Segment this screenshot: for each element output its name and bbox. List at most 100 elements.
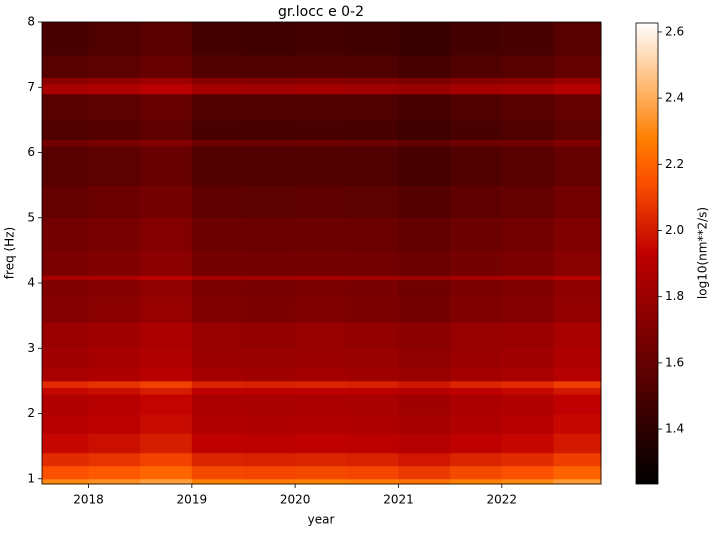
heatmap-cell [88,139,141,147]
heatmap-cell [88,465,141,480]
heatmap-cell [191,83,244,95]
heatmap-cell [553,367,602,382]
heatmap-cell [398,348,451,369]
heatmap-cell [243,296,296,323]
heatmap-cell [450,217,503,251]
heatmap-cell [295,322,348,349]
heatmap-cell [553,296,602,323]
heatmap-cell [346,217,399,251]
heatmap-cell [191,93,244,121]
heatmap-cell [88,322,141,349]
heatmap-cell [42,413,89,434]
heatmap-cell [346,139,399,147]
heatmap-cell [243,387,296,395]
heatmap-cell [140,413,193,434]
heatmap-cell [346,433,399,454]
heatmap-cell [450,139,503,147]
heatmap-cell [140,77,193,85]
heatmap-cell [243,77,296,85]
heatmap-cell [501,279,554,297]
heatmap-cell [346,348,399,369]
heatmap-cell [42,139,89,147]
heatmap-cell [140,367,193,382]
heatmap-cell [88,367,141,382]
y-tick-label: 1 [27,471,35,485]
heatmap-cell [140,452,193,467]
x-axis-label: year [308,513,335,527]
y-tick-label: 3 [27,341,35,355]
heatmap-cell [191,393,244,415]
heatmap-cell [398,217,451,251]
heatmap-cell [501,348,554,369]
heatmap-cell [42,348,89,369]
heatmap-cell [88,83,141,95]
heatmap-cell [398,413,451,434]
heatmap-cell [88,413,141,434]
heatmap-cell [295,139,348,147]
heatmap-cell [191,465,244,480]
heatmap-cell [42,54,89,78]
heatmap-cell [295,478,348,485]
heatmap-cell [501,413,554,434]
y-tick-label: 4 [27,276,35,290]
heatmap-cell [501,367,554,382]
heatmap-cell [191,413,244,434]
colorbar-tick-label: 2.2 [665,157,684,171]
x-tick-label: 2018 [73,493,104,507]
heatmap-cell [191,275,244,281]
heatmap-cell [42,275,89,281]
heatmap-cell [243,478,296,485]
heatmap-cell [501,77,554,85]
heatmap-cell [191,139,244,147]
heatmap-cell [450,478,503,485]
heatmap-cell [88,279,141,297]
heatmap-cell [346,478,399,485]
heatmap-cell [243,367,296,382]
heatmap-cell [398,478,451,485]
heatmap-cell [501,250,554,276]
heatmap-cell [450,348,503,369]
heatmap-cell [42,465,89,480]
heatmap-cell [42,393,89,415]
heatmap-cell [88,387,141,395]
heatmap-cell [88,145,141,186]
heatmap-cell [88,77,141,85]
heatmap-cell [450,93,503,121]
heatmap-cell [140,185,193,219]
heatmap-cell [346,250,399,276]
heatmap-cell [88,250,141,276]
heatmap-cell [398,275,451,281]
heatmap-cell [398,185,451,219]
heatmap-cell [295,275,348,281]
heatmap-cell [450,54,503,78]
x-tick-label: 2019 [177,493,208,507]
heatmap-cell [553,217,602,251]
heatmap-cell [295,433,348,454]
heatmap-cell [140,387,193,395]
heatmap-cell [450,145,503,186]
heatmap-cell [553,83,602,95]
heatmap-cell [191,348,244,369]
heatmap-cell [191,77,244,85]
heatmap-cell [501,322,554,349]
heatmap-cell [140,139,193,147]
heatmap-cell [501,478,554,485]
heatmap-cell [191,279,244,297]
heatmap-cell [295,93,348,121]
heatmap-cell [88,393,141,415]
heatmap-cell [42,433,89,454]
heatmap-cell [243,83,296,95]
heatmap-cell [140,296,193,323]
heatmap-cell [140,93,193,121]
heatmap-cell [501,217,554,251]
heatmap-cell [553,452,602,467]
heatmap-cell [140,275,193,281]
heatmap-cell [243,452,296,467]
heatmap-cell [553,393,602,415]
heatmap-cell [553,279,602,297]
heatmap-cell [243,54,296,78]
heatmap-cell [42,296,89,323]
heatmap-cell [501,185,554,219]
heatmap-cell [140,380,193,388]
